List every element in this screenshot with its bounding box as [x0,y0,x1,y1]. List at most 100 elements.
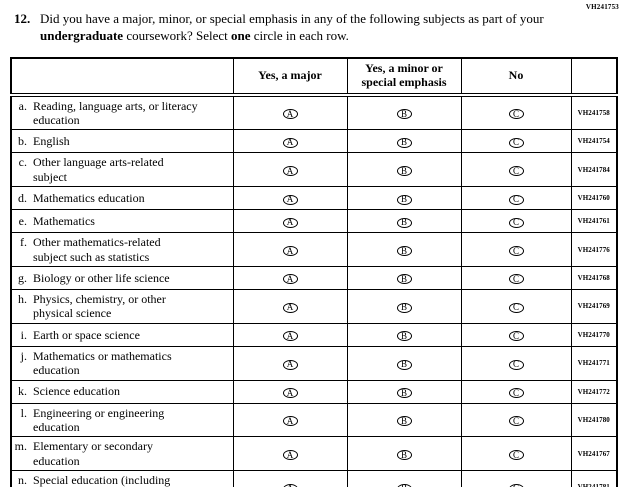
answer-bubble-yes-major[interactable]: A [282,302,298,313]
answer-bubble-no[interactable]: C [508,194,524,205]
subject-label-wrap: f. Other mathematics-related subject such… [12,235,231,264]
option-cell-no: C [460,288,572,324]
subject-label-wrap: a. Reading, language arts, or literacy ed… [12,99,231,128]
option-cell-yes-major: A [232,129,348,154]
subject-label-cell: f. Other mathematics-related subject such… [10,232,234,267]
option-cell-no: C [460,129,572,154]
answer-bubble-yes-minor-special-emphasis[interactable]: B [396,388,412,398]
answer-bubble-yes-minor-special-emphasis[interactable]: B [396,194,412,205]
answer-bubble-yes-major[interactable]: A [282,137,298,148]
answer-bubble-yes-major[interactable]: A [282,166,298,177]
row-letter: a. [18,98,27,113]
option-cell-yes-major: A [232,470,348,487]
table-row: k. Science education A B C VH241772 [10,379,618,404]
table-row: m. Elementary or secondary education A B C VH… [10,436,618,472]
answer-bubble-no[interactable]: C [508,359,524,370]
subject-label-wrap: m. Elementary or secondary education [12,439,231,468]
option-cell-yes-minor-special-emphasis: B [346,436,462,472]
option-cell-yes-minor-special-emphasis: B [346,94,462,131]
answer-bubble-yes-major[interactable]: A [282,109,298,120]
subject-label: Physics, chemistry, or other physical sc… [33,291,166,321]
subject-label: Mathematics [33,213,95,228]
option-cell-no: C [460,402,572,438]
table-row: l. Engineering or engineering education A B… [10,402,618,438]
row-code: VH241768 [570,265,618,290]
option-cell-no: C [460,345,572,381]
option-cell-no: C [460,379,572,404]
answer-bubble-yes-major[interactable]: A [282,331,298,342]
subject-label-cell: m. Elementary or secondary education [10,436,234,472]
answer-bubble-yes-minor-special-emphasis[interactable]: B [396,450,412,461]
subject-label: Elementary or secondary education [33,439,153,468]
subject-label: Science education [33,384,120,399]
header-no: No [460,57,572,97]
option-cell-no: C [460,94,572,131]
subject-label: Earth or space science [33,327,140,342]
answer-bubble-yes-minor-special-emphasis[interactable]: B [396,166,412,177]
answer-bubble-yes-minor-special-emphasis[interactable]: B [396,331,412,342]
answer-bubble-yes-major[interactable]: A [282,388,298,398]
option-cell-yes-major: A [232,94,348,131]
subject-label: English [33,134,70,149]
answer-bubble-yes-major[interactable]: A [282,217,298,228]
option-cell-no: C [460,186,572,211]
subject-label-cell: j. Mathematics or mathematics education [10,345,234,381]
answer-bubble-no[interactable]: C [508,388,524,398]
row-letter: k. [18,384,27,399]
option-cell-yes-major: A [232,186,348,211]
option-cell-yes-minor-special-emphasis: B [346,288,462,324]
option-cell-no: C [460,470,572,487]
row-code: VH241784 [570,152,618,188]
row-code: VH241781 [570,470,618,487]
answer-bubble-no[interactable]: C [508,217,524,228]
answer-bubble-no[interactable]: C [508,166,524,177]
answer-bubble-no[interactable]: C [508,302,524,313]
option-cell-yes-major: A [232,379,348,404]
question-text-post: circle in each row. [250,27,349,43]
answer-bubble-yes-major[interactable]: A [282,359,298,370]
answer-bubble-no[interactable]: C [508,416,524,427]
subject-label-cell: i. Earth or space science [10,322,234,347]
answer-bubble-yes-minor-special-emphasis[interactable]: B [396,246,412,257]
row-letter: n. [18,473,27,487]
option-cell-yes-major: A [232,436,348,472]
answer-bubble-yes-major[interactable]: A [282,450,298,461]
answer-bubble-yes-minor-special-emphasis[interactable]: B [396,217,412,228]
option-cell-yes-major: A [232,152,348,188]
row-code: VH241772 [570,379,618,404]
option-cell-no: C [460,209,572,234]
subject-label-wrap: e. Mathematics [12,214,231,228]
subject-label: Special education (including students wi… [33,473,171,487]
answer-bubble-no[interactable]: C [508,137,524,148]
header-yes-minor-special-emphasis: Yes, a minor or special emphasis [346,57,462,97]
answer-bubble-no[interactable]: C [508,109,524,120]
option-cell-yes-major: A [232,288,348,324]
answer-bubble-yes-minor-special-emphasis[interactable]: B [396,359,412,370]
table-row: c. Other language arts-related subject A B C… [10,152,618,188]
answer-bubble-yes-minor-special-emphasis[interactable]: B [396,109,412,120]
answer-bubble-yes-minor-special-emphasis[interactable]: B [396,137,412,148]
answer-bubble-yes-minor-special-emphasis[interactable]: B [396,416,412,427]
answer-bubble-no[interactable]: C [508,274,524,285]
row-code: VH241758 [570,94,618,131]
subject-label-cell: k. Science education [10,379,234,404]
subject-label: Biology or other life science [33,270,170,285]
answer-bubble-no[interactable]: C [508,450,524,461]
subject-label-cell: c. Other language arts-related subject [10,152,234,188]
answer-bubble-yes-major[interactable]: A [282,246,298,257]
answer-bubble-yes-major[interactable]: A [282,416,298,427]
answer-bubble-yes-major[interactable]: A [282,274,298,285]
table-row: i. Earth or space science A B C VH241770 [10,322,618,347]
table-row: f. Other mathematics-related subject such… [10,232,618,267]
answer-bubble-no[interactable]: C [508,246,524,257]
option-cell-no: C [460,322,572,347]
subject-label: Engineering or engineering education [33,405,165,434]
answer-bubble-yes-minor-special-emphasis[interactable]: B [396,302,412,313]
answer-bubble-yes-major[interactable]: A [282,194,298,205]
row-letter: l. [20,405,27,420]
row-code: VH241776 [570,232,618,267]
question-text-pre: Did you have a major, minor, or special … [40,11,544,26]
option-cell-yes-minor-special-emphasis: B [346,379,462,404]
answer-bubble-yes-minor-special-emphasis[interactable]: B [396,274,412,285]
answer-bubble-no[interactable]: C [508,331,524,342]
